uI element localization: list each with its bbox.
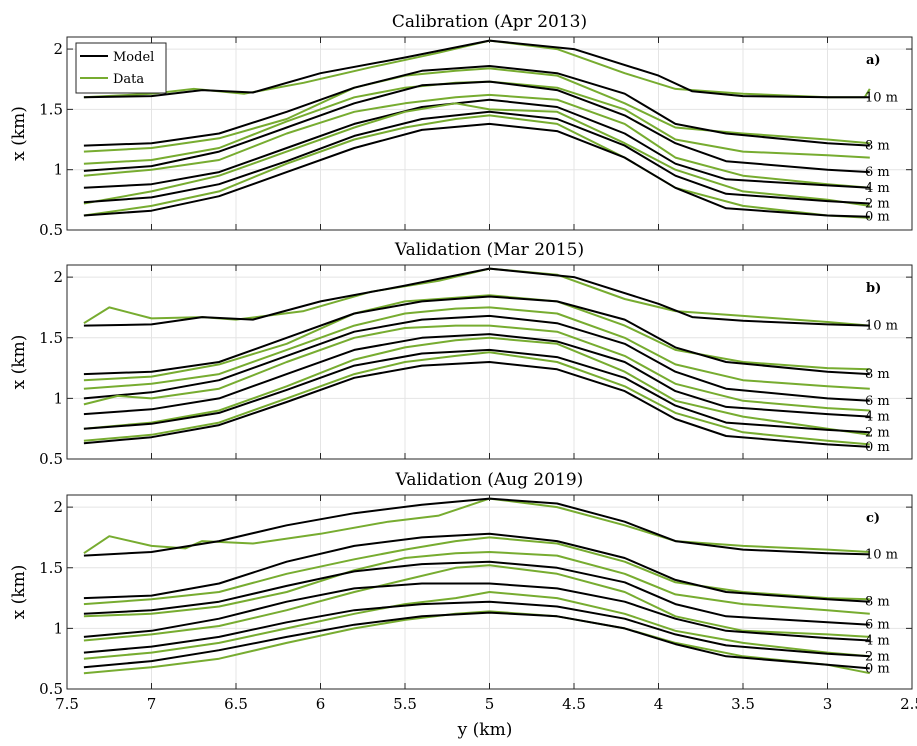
y-axis-label: x (km): [9, 565, 29, 620]
model-line-2m: [83, 110, 870, 205]
model-line-0m: [83, 122, 870, 218]
model-line-6m: [83, 314, 870, 402]
x-tick-label: 5.5: [393, 695, 417, 713]
y-tick-label: 0.5: [39, 680, 63, 698]
depth-label: 10 m: [865, 547, 898, 562]
model-line-8m: [83, 295, 870, 376]
y-tick-label: 2: [53, 268, 63, 286]
panel-label: c): [866, 511, 880, 526]
panel-title: Validation (Aug 2019): [395, 470, 584, 490]
depth-label: 6 m: [865, 394, 890, 409]
data-line-8m: [83, 67, 870, 153]
y-tick-label: 1: [53, 161, 63, 179]
data-line-10m: [83, 497, 870, 555]
depth-label: 8 m: [865, 139, 890, 154]
legend-model-label: Model: [113, 50, 154, 65]
y-axis-label: x (km): [9, 106, 29, 161]
data-line-0m: [83, 351, 870, 446]
y-tick-label: 1.5: [39, 559, 63, 577]
depth-label: 2 m: [865, 196, 890, 211]
model-line-4m: [83, 98, 870, 189]
panel-title: Calibration (Apr 2013): [392, 12, 587, 32]
depth-label: 10 m: [865, 90, 898, 105]
legend-box: [75, 42, 167, 94]
model-line-2m: [83, 348, 870, 434]
x-tick-label: 7: [147, 695, 157, 713]
x-tick-label: 6: [316, 695, 326, 713]
y-tick-label: 0.5: [39, 221, 63, 239]
data-line-4m: [83, 564, 870, 642]
depth-label: 6 m: [865, 618, 890, 633]
model-line-6m: [83, 560, 870, 626]
data-line-4m: [83, 93, 870, 189]
model-line-0m: [83, 361, 870, 448]
depth-label: 10 m: [865, 319, 898, 334]
y-tick-label: 1.5: [39, 329, 63, 347]
depth-label: 2 m: [865, 425, 890, 440]
x-tick-label: 3.5: [731, 695, 755, 713]
depth-label: 4 m: [865, 634, 890, 649]
model-line-6m: [83, 80, 870, 174]
depth-label: 8 m: [865, 367, 890, 382]
depth-label: 0 m: [865, 440, 890, 455]
data-line-2m: [83, 591, 870, 660]
data-line-4m: [83, 324, 870, 412]
x-tick-label: 4: [654, 695, 664, 713]
model-line-0m: [83, 611, 870, 670]
x-tick-label: 3: [823, 695, 833, 713]
data-line-0m: [83, 114, 870, 219]
model-line-8m: [83, 532, 870, 603]
y-tick-label: 2: [53, 498, 63, 516]
y-tick-label: 1: [53, 619, 63, 637]
depth-label: 2 m: [865, 649, 890, 664]
data-line-8m: [83, 536, 870, 606]
x-tick-label: 2.5: [900, 695, 917, 713]
x-tick-label: 4.5: [562, 695, 586, 713]
y-axis-label: x (km): [9, 335, 29, 390]
model-line-8m: [83, 65, 870, 147]
y-tick-label: 0.5: [39, 450, 63, 468]
model-line-4m: [83, 582, 870, 642]
data-line-2m: [83, 102, 870, 207]
x-tick-label: 6.5: [224, 695, 248, 713]
depth-label: 6 m: [865, 165, 890, 180]
depth-label: 8 m: [865, 595, 890, 610]
data-line-10m: [83, 267, 870, 327]
x-tick-label: 5: [485, 695, 495, 713]
model-line-4m: [83, 333, 870, 418]
x-tick-label: 7.5: [55, 695, 79, 713]
depth-label: 0 m: [865, 210, 890, 225]
data-line-6m: [83, 551, 870, 618]
panel-label: b): [866, 281, 881, 296]
data-line-2m: [83, 336, 870, 436]
depth-label: 4 m: [865, 181, 890, 196]
x-axis-label: y (km): [457, 720, 513, 740]
model-line-2m: [83, 600, 870, 658]
depth-label: 0 m: [865, 661, 890, 676]
panel-title: Validation (Mar 2015): [394, 240, 584, 260]
y-tick-label: 1: [53, 389, 63, 407]
data-line-8m: [83, 294, 870, 382]
panel-label: a): [866, 53, 881, 68]
legend-data-label: Data: [113, 72, 144, 87]
data-line-6m: [83, 306, 870, 390]
y-tick-label: 2: [53, 40, 63, 58]
y-tick-label: 1.5: [39, 100, 63, 118]
depth-label: 4 m: [865, 410, 890, 425]
